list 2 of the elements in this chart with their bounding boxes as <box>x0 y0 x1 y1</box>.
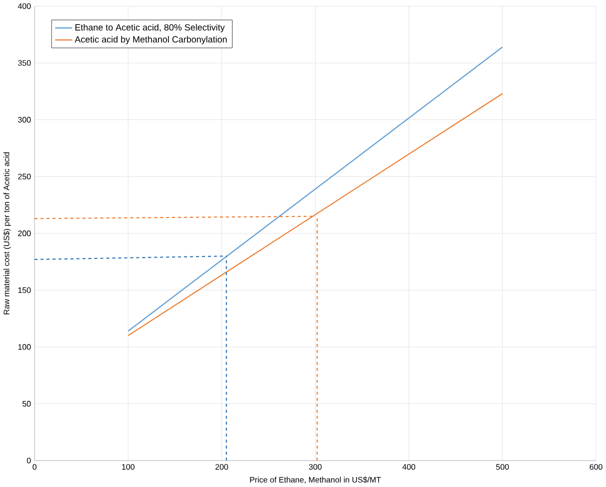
legend-label: Ethane to Acetic acid, 80% Selectivity <box>75 24 225 32</box>
legend-label: Acetic acid by Methanol Carbonylation <box>74 36 227 44</box>
